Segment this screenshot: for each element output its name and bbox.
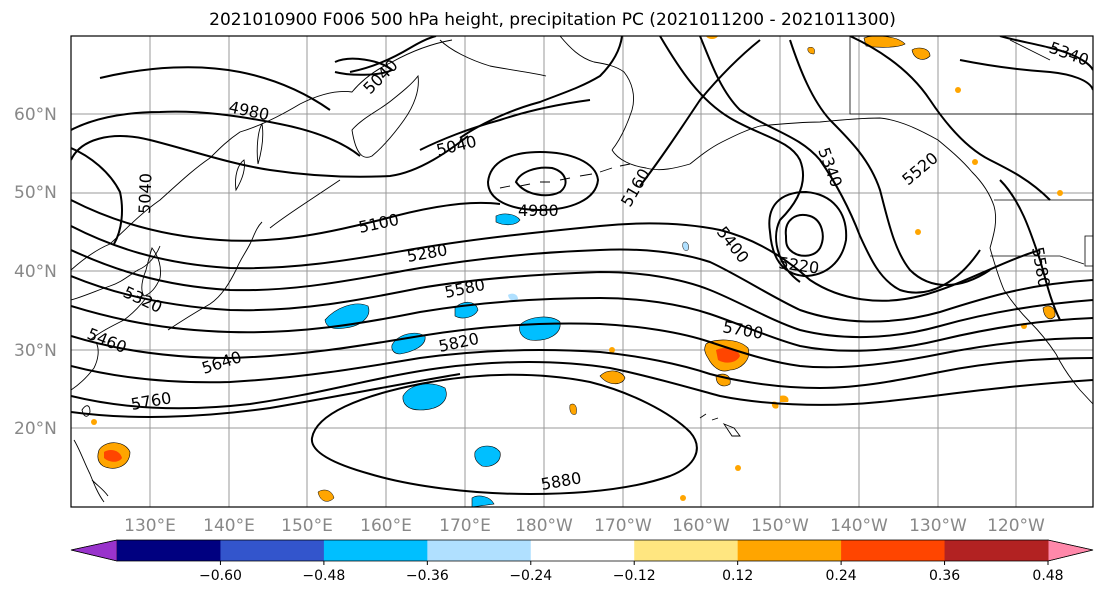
- map-title: 2021010900 F006 500 hPa height, precipit…: [209, 10, 896, 30]
- longitude-labels: 130°E 140°E 150°E 160°E 170°E 180°W 170°…: [124, 516, 1045, 536]
- map-frame: [70, 35, 1094, 508]
- colorbar-tick-label: −0.24: [509, 568, 552, 584]
- colorbar-segment: [117, 540, 221, 561]
- colorbar-tick-label: −0.36: [406, 568, 449, 584]
- colorbar-segment: [841, 540, 946, 561]
- lon-label: 130°E: [124, 516, 176, 536]
- lon-label: 180°W: [515, 516, 573, 536]
- colorbar-tick-label: 0.24: [826, 568, 857, 584]
- colorbar-tick-label: −0.12: [613, 568, 656, 584]
- colorbar-segment: [530, 540, 635, 561]
- colorbar-segment: [220, 540, 325, 561]
- lon-label: 140°E: [203, 516, 255, 536]
- lon-label: 160°W: [672, 516, 730, 536]
- lat-label: 40°N: [14, 262, 57, 282]
- colorbar-tick-label: −0.60: [199, 568, 242, 584]
- svg-text:4980: 4980: [518, 201, 559, 220]
- colorbar-segment: [323, 540, 428, 561]
- lat-label: 30°N: [14, 341, 57, 361]
- colorbar-tick-label: 0.12: [722, 568, 753, 584]
- colorbar-tick-label: −0.48: [302, 568, 345, 584]
- colorbar-max-extension: [1047, 539, 1094, 562]
- colorbar-min-extension: [70, 539, 118, 562]
- lon-label: 150°E: [281, 516, 333, 536]
- svg-text:5040: 5040: [135, 173, 155, 214]
- lon-label: 150°W: [751, 516, 809, 536]
- colorbar-segment: [737, 540, 842, 561]
- lat-label: 60°N: [14, 105, 57, 125]
- lat-label: 50°N: [14, 183, 57, 203]
- precip-positive-areas: [91, 36, 1063, 502]
- lon-label: 170°E: [439, 516, 491, 536]
- coastlines: [71, 36, 1093, 503]
- lon-label: 140°W: [830, 516, 888, 536]
- colorbar-tick-label: 0.48: [1032, 568, 1063, 584]
- colorbar-segment: [634, 540, 739, 561]
- colorbar-tick-label: 0.36: [929, 568, 960, 584]
- latitude-labels: 60°N 50°N 40°N 30°N 20°N: [14, 105, 57, 439]
- colorbar-segment: [427, 540, 532, 561]
- height-contours: [71, 36, 1093, 496]
- colorbar: −0.60 −0.48 −0.36 −0.24 −0.12 0.12 0.24 0.36 0.4…: [70, 539, 1094, 584]
- colorbar-segment: [944, 540, 1049, 561]
- lon-label: 130°W: [909, 516, 967, 536]
- lon-label: 120°W: [987, 516, 1045, 536]
- lat-label: 20°N: [14, 419, 57, 439]
- borders: [849, 36, 1093, 267]
- lon-label: 160°E: [360, 516, 412, 536]
- lon-label: 170°W: [594, 516, 652, 536]
